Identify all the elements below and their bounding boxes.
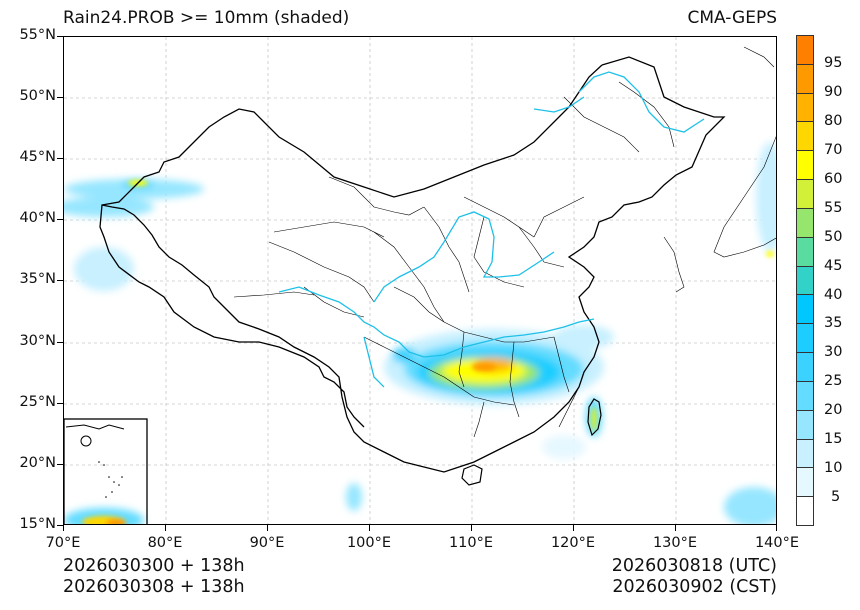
russia-coast — [743, 46, 775, 68]
colorbar-label: 55 — [824, 200, 843, 216]
lat-tick-50: 50°N — [19, 88, 56, 104]
lat-tick-40: 40°N — [19, 210, 56, 226]
tick-mark — [471, 525, 473, 531]
colorbar-bin — [797, 151, 813, 181]
colorbar-bin — [797, 324, 813, 354]
colorbar-bin — [797, 36, 813, 65]
init-time-block: 2026030300 + 138h 2026030308 + 138h — [63, 556, 245, 598]
lat-tick-20: 20°N — [19, 455, 56, 471]
valid-time-utc: 2026030818 (UTC) — [611, 556, 777, 576]
valid-time-cst: 2026030902 (CST) — [612, 577, 777, 597]
tick-mark — [57, 280, 63, 282]
colorbar-label: 40 — [824, 287, 843, 303]
colorbar-bin — [797, 295, 813, 325]
colorbar-label: 10 — [824, 460, 843, 476]
colorbar-label: 15 — [824, 431, 843, 447]
valid-time-block: 2026030818 (UTC) 2026030902 (CST) — [612, 556, 777, 598]
tick-mark — [165, 525, 167, 531]
tick-mark — [675, 525, 677, 531]
colorbar-bin — [797, 237, 813, 267]
colorbar-label: 25 — [824, 373, 843, 389]
lat-tick-15: 15°N — [19, 516, 56, 532]
lon-tick-70: 70°E — [45, 535, 81, 551]
lon-tick-100: 100°E — [346, 535, 392, 551]
colorbar-label: 70 — [824, 142, 843, 158]
colorbar-bin — [797, 266, 813, 296]
hainan-outline — [461, 464, 483, 486]
lat-tick-30: 30°N — [19, 333, 56, 349]
colorbar-label: 90 — [824, 84, 843, 100]
colorbar-label: 60 — [824, 171, 843, 187]
colorbar-label: 5 — [831, 489, 841, 505]
map-canvas — [64, 37, 776, 524]
tick-mark — [57, 525, 63, 527]
colorbar-bin — [797, 410, 813, 440]
tick-mark — [57, 36, 63, 38]
colorbar-bin — [797, 64, 813, 94]
national-border — [99, 56, 726, 473]
colorbar — [796, 35, 814, 526]
tick-mark — [57, 97, 63, 99]
lon-tick-140: 140°E — [754, 535, 800, 551]
tick-mark — [57, 403, 63, 405]
init-time-cst: 2026030308 + 138h — [63, 577, 245, 597]
lat-tick-55: 55°N — [19, 27, 56, 43]
graticule — [64, 37, 776, 524]
tick-mark — [776, 525, 778, 531]
tick-mark — [573, 525, 575, 531]
precip-shading — [64, 142, 776, 524]
lon-tick-90: 90°E — [249, 535, 285, 551]
colorbar-label: 30 — [824, 344, 843, 360]
colorbar-label: 45 — [824, 258, 843, 274]
colorbar-bin — [797, 439, 813, 469]
lat-tick-45: 45°N — [19, 149, 56, 165]
colorbar-bin — [797, 208, 813, 238]
province-borders — [233, 81, 675, 438]
tick-mark — [267, 525, 269, 531]
colorbar-bin — [797, 497, 813, 526]
colorbar-bin — [797, 122, 813, 152]
colorbar-label: 20 — [824, 402, 843, 418]
taiwan-outline — [587, 398, 602, 437]
model-name: CMA-GEPS — [687, 8, 777, 28]
tick-mark — [57, 219, 63, 221]
korea-coast — [663, 236, 685, 293]
colorbar-label: 80 — [824, 113, 843, 129]
rivers — [278, 71, 705, 388]
tick-mark — [57, 158, 63, 160]
tick-mark — [57, 342, 63, 344]
map-panel[interactable] — [63, 36, 777, 525]
colorbar-bin — [797, 93, 813, 123]
init-time-utc: 2026030300 + 138h — [63, 556, 245, 576]
tick-mark — [369, 525, 371, 531]
lon-tick-80: 80°E — [147, 535, 183, 551]
lon-tick-130: 130°E — [652, 535, 698, 551]
colorbar-label: 35 — [824, 315, 843, 331]
colorbar-bin — [797, 468, 813, 498]
tick-mark — [63, 525, 65, 531]
colorbar-label: 95 — [824, 55, 843, 71]
chart-title: Rain24.PROB >= 10mm (shaded) — [63, 8, 350, 28]
colorbar-bin — [797, 381, 813, 411]
colorbar-bin — [797, 353, 813, 382]
tick-mark — [57, 464, 63, 466]
lat-tick-35: 35°N — [19, 271, 56, 287]
south-china-sea-inset — [64, 418, 148, 524]
lat-tick-25: 25°N — [19, 394, 56, 410]
lon-tick-120: 120°E — [550, 535, 596, 551]
japan-coast — [713, 136, 776, 258]
colorbar-bin — [797, 180, 813, 209]
lon-tick-110: 110°E — [448, 535, 494, 551]
colorbar-label: 50 — [824, 229, 843, 245]
